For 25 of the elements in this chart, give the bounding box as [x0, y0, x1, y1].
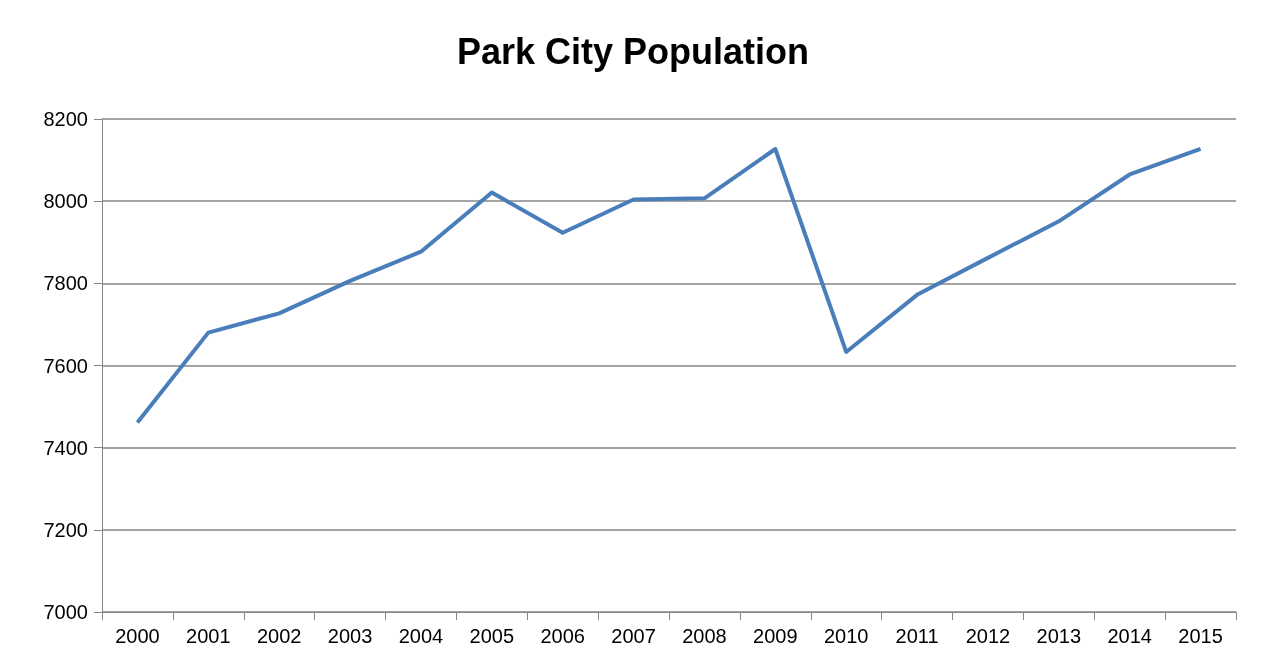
- chart-title: Park City Population: [456, 30, 810, 72]
- x-tick-label: 2006: [540, 625, 585, 647]
- x-tick-label: 2004: [398, 625, 444, 647]
- y-tick-label: 7200: [43, 518, 88, 541]
- y-tick-label: 7600: [43, 354, 88, 377]
- x-tick-label: 2002: [256, 625, 302, 647]
- x-tick-label: 2009: [753, 625, 798, 647]
- line-series: [135, 146, 1203, 425]
- x-tick-label: 2000: [115, 625, 160, 647]
- x-tick-label: 2008: [682, 625, 727, 647]
- x-tick-label: 2010: [823, 625, 869, 647]
- x-tick-label: 2007: [611, 625, 656, 647]
- x-tick-label: 2005: [469, 625, 515, 647]
- y-tick-label: 7000: [43, 601, 88, 623]
- x-tick-label: 2014: [1107, 625, 1152, 647]
- x-tick-label: 2013: [1036, 625, 1082, 647]
- x-tick-label: 2011: [895, 625, 939, 647]
- x-tick-label: 2012: [965, 625, 1011, 647]
- x-tick-label: 2015: [1178, 625, 1223, 647]
- x-tick-label: 2001: [186, 625, 231, 647]
- y-tick-label: 8000: [43, 190, 88, 213]
- y-tick-label: 7800: [43, 272, 88, 295]
- y-tick-label: 8200: [43, 108, 88, 130]
- y-tick-label: 7400: [43, 436, 88, 459]
- x-tick-label: 2003: [327, 625, 373, 647]
